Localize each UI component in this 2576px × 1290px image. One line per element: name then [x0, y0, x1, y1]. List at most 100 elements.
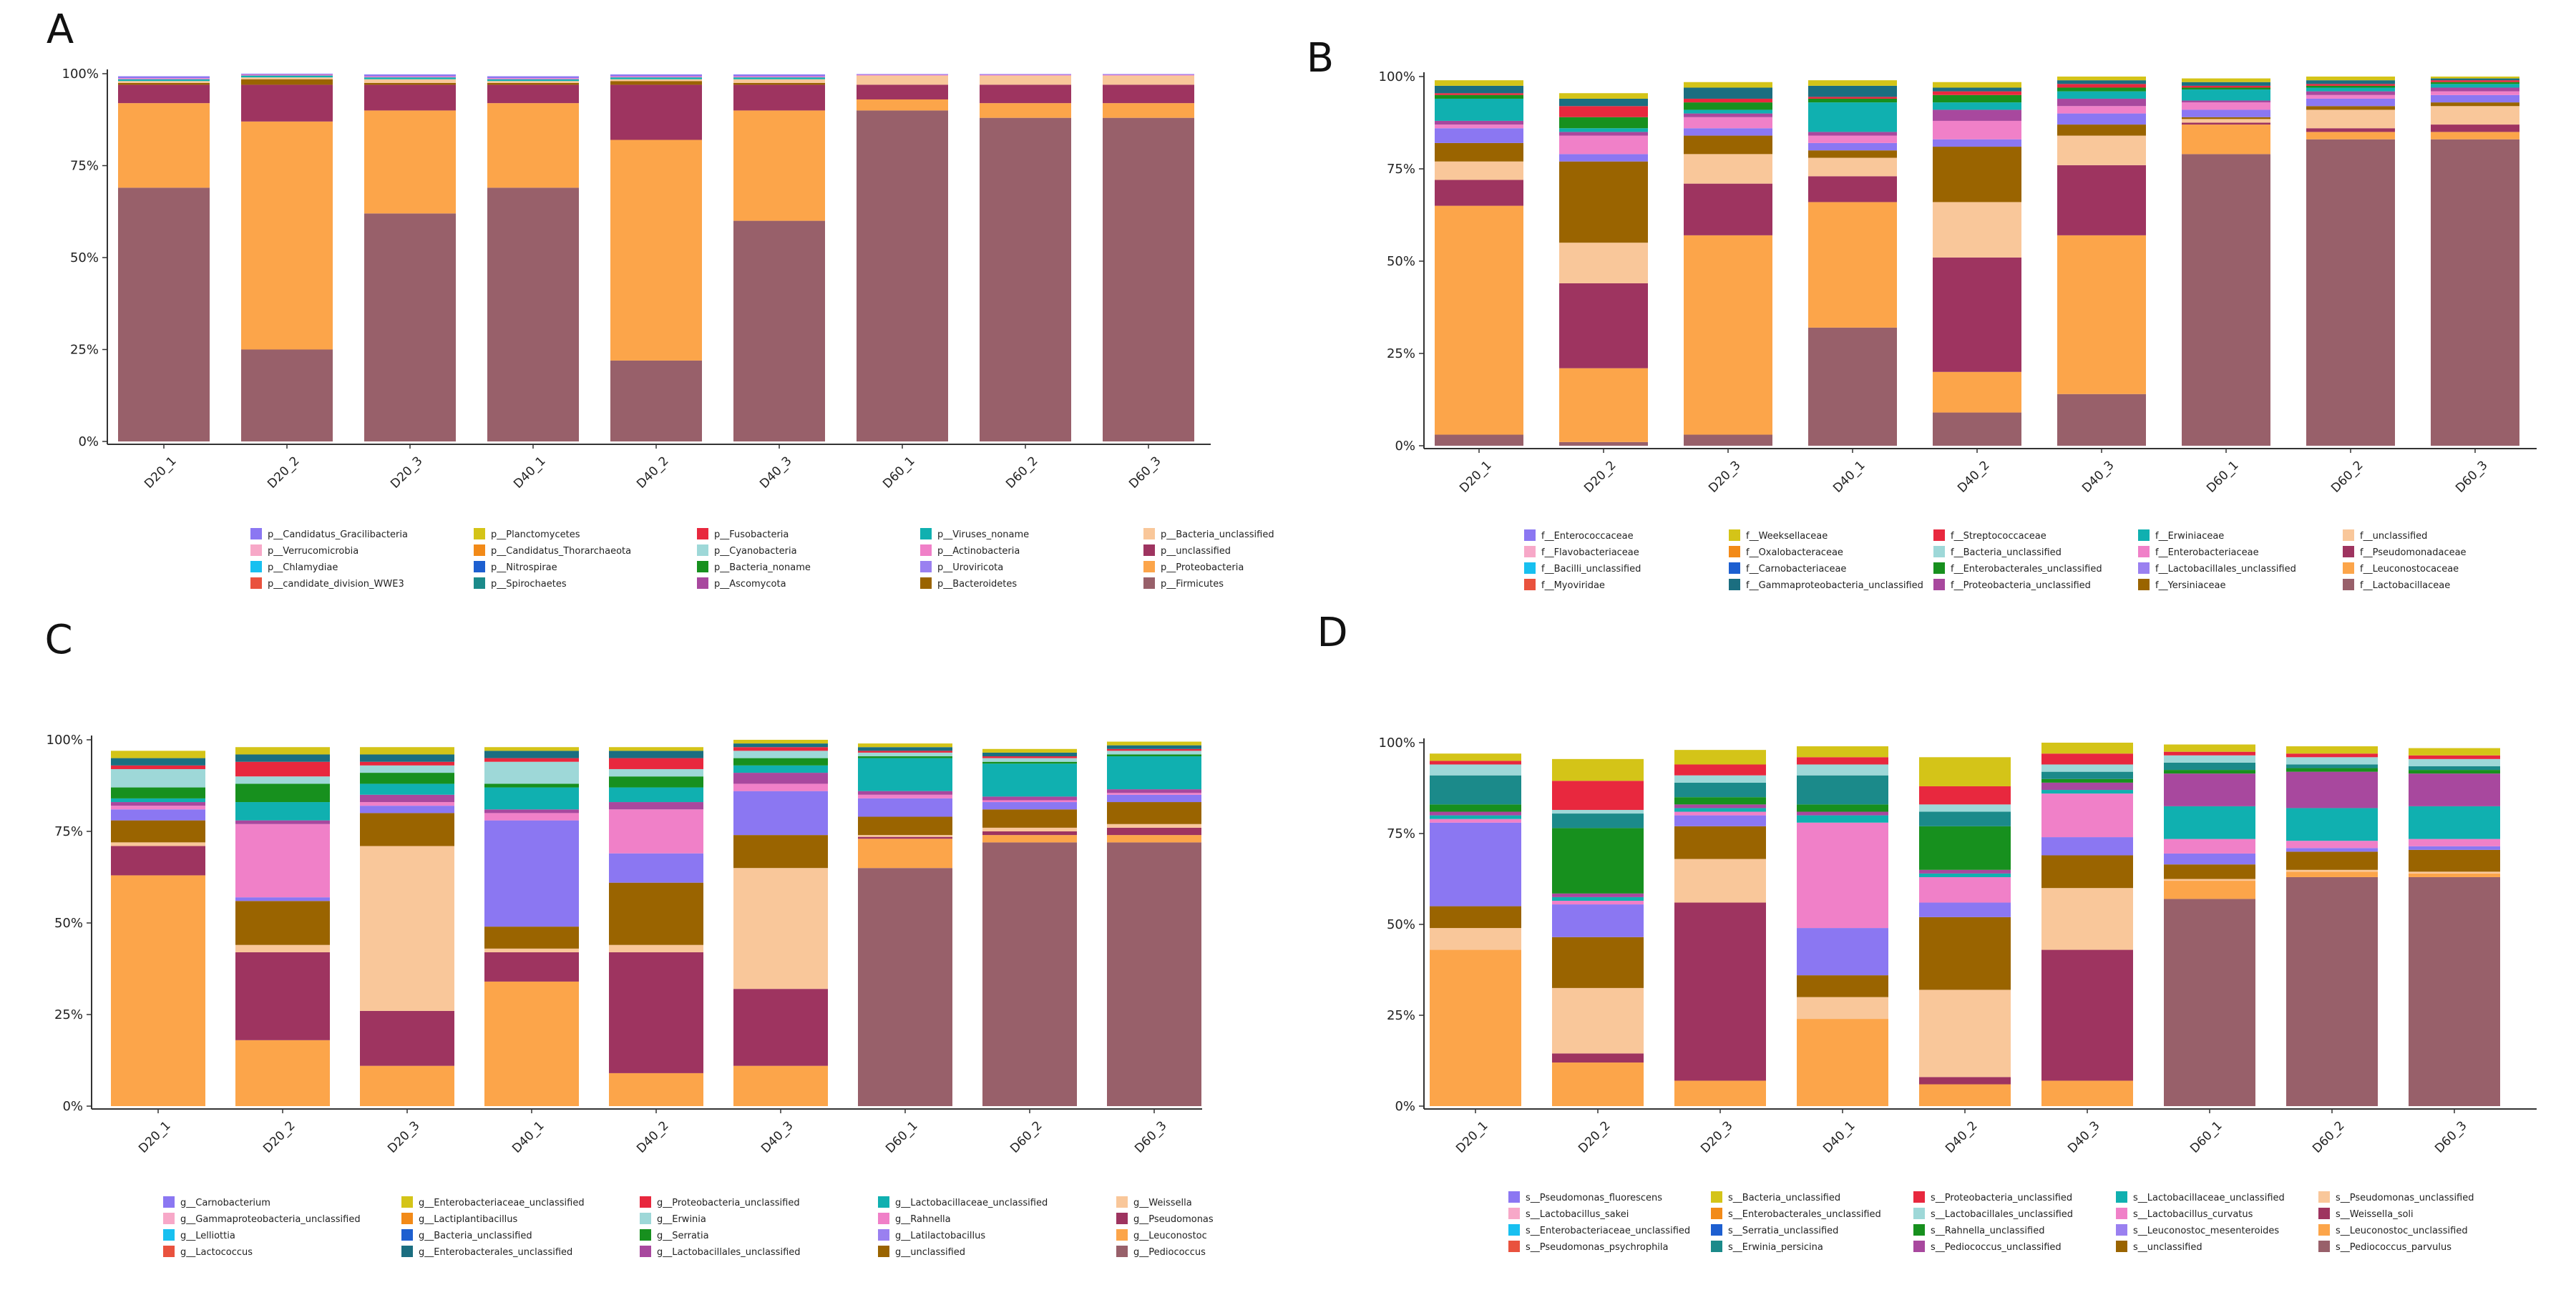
x-tick-label: D60_2 [2328, 458, 2366, 495]
bar-segment-d60_2-s__pseudomonas_unclassified [2286, 869, 2378, 872]
bar-segment-d20_1-s__unclassified [1430, 906, 1521, 929]
bar-segment-d60_3-g__lactobacillales_unclassified [1107, 789, 1201, 793]
bar-segment-d60_1-f__enterobacterales_unclassified [2182, 87, 2270, 90]
bar-segment-d20_2-f__gammaproteobacteria_unclassified [1559, 98, 1648, 107]
bar-segment-d40_1-p__proteobacteria [487, 103, 579, 188]
legend-swatch [920, 528, 932, 539]
bar-segment-d20_3-g__lactobacillaceae_unclassified [360, 783, 454, 795]
bar-segment-d60_1-f__unclassified [2182, 119, 2270, 123]
bar-segment-d40_1-f__enterobacteriaceae [1808, 135, 1897, 143]
bar-segment-d40_3-g__weissella [733, 868, 828, 990]
bar-segment-d20_1-p__bacteria_unclassified [118, 81, 210, 83]
bar-segment-d20_2-s__lactobacillaceae_unclassified [1552, 896, 1644, 901]
bar-segment-d20_2-f__enterobacterales_unclassified [1559, 117, 1648, 129]
bar-segment-d20_3-s__pediococcus_unclassified [1674, 804, 1766, 808]
bar-segment-d60_3-f__proteobacteria_unclassified [2431, 87, 2519, 92]
bar-segment-d20_1-f__proteobacteria_unclassified [1435, 120, 1523, 125]
bar-segment-d40_2-g__proteobacteria_unclassified [609, 758, 703, 769]
legend-swatch [1116, 1229, 1128, 1241]
legend-label: p__unclassified [1161, 546, 1231, 557]
bar-segment-d40_1-g__pseudomonas [484, 952, 579, 982]
legend-swatch [1508, 1208, 1520, 1219]
bar-segment-d40_2-p__bacteria_unclassified [610, 79, 702, 82]
bar-segment-d60_3-g__rahnella [1107, 793, 1201, 795]
legend-swatch [1116, 1213, 1128, 1224]
bar-segment-d20_3-s__rahnella_unclassified [1674, 797, 1766, 805]
legend-a: p__Candidatus_Gracilibacteria p__Verrucom… [250, 528, 1274, 590]
bar-segment-d40_3-g__serratia [733, 758, 828, 766]
bar-segment-d20_3-f__proteobacteria_unclassified [1684, 113, 1772, 117]
bar-segment-d20_3-f__pseudomonadaceae [1684, 183, 1772, 235]
bar-segment-d60_1-p__unclassified [857, 84, 948, 99]
x-tick-label: D60_1 [880, 454, 917, 491]
bar-segment-d20_3-f__enterobacteriaceae [1684, 117, 1772, 129]
bar-segment-d20_3-g__latilactobacillus [360, 806, 454, 813]
bar-segment-d60_3-g__serratia [1107, 754, 1201, 757]
legend-label: g__Carnobacterium [180, 1198, 270, 1208]
legend-swatch [1933, 579, 1945, 590]
y-tick-label: 25% [1387, 1008, 1415, 1023]
bar-segment-d40_2-g__latilactobacillus [609, 853, 703, 883]
bar-segment-d40_3-g__lactobacillales_unclassified [733, 773, 828, 784]
bar-segment-d60_2-p__proteobacteria [980, 103, 1071, 118]
y-tick-label: 75% [70, 159, 99, 174]
x-tick-label: D60_2 [1003, 454, 1040, 491]
legend-label: f__Flavobacteriaceae [1541, 547, 1639, 558]
bar-segment-d40_2-s__lactobacillaceae_unclassified [1919, 873, 2011, 877]
bar-segment-d60_2-p__firmicutes [980, 117, 1071, 441]
bar-segment-d60_3-f__streptococcaceae [2431, 80, 2519, 82]
bar-segment-d20_2-f__streptococcaceae [1559, 106, 1648, 117]
bar-segment-d20_1-s__lactobacillaceae_unclassified [1430, 815, 1521, 819]
bar-segment-d40_1-s__unclassified [1797, 975, 1888, 997]
y-tick-label: 50% [1387, 254, 1415, 269]
bar-segment-d40_3-f__leuconostocaceae [2057, 235, 2146, 394]
legend-label: p__Bacteria_noname [714, 562, 811, 573]
bar-segment-d20_3-f__lactobacillaceae [1684, 434, 1772, 446]
bar-segment-d20_1-s__rahnella_unclassified [1430, 804, 1521, 812]
bar-segment-d20_1-f__pseudomonadaceae [1435, 180, 1523, 206]
bar-segment-d60_2-s__erwinia_persicina [2286, 764, 2378, 768]
legend-label: s__Bacteria_unclassified [1728, 1193, 1840, 1203]
x-tick-label: D40_1 [1820, 1118, 1858, 1155]
bar-segment-d20_3-s__lactobacillaceae_unclassified [1674, 808, 1766, 812]
legend-swatch [1524, 529, 1536, 541]
y-tick-label: 75% [1387, 162, 1415, 177]
bar-segment-d60_1-s__proteobacteria_unclassified [2164, 751, 2255, 756]
bar-segment-d20_1-p__candidatus_gracilibacteria [118, 76, 210, 79]
bar-segment-d20_2-p__actinobacteria [241, 74, 333, 76]
bar-segment-d40_1-s__erwinia_persicina [1797, 775, 1888, 805]
legend-swatch [1711, 1224, 1722, 1236]
bar-segment-d60_3-f__lactobacillales_unclassified [2431, 94, 2519, 103]
bar-segment-d60_3-g__erwinia [1107, 751, 1201, 755]
legend-swatch [2116, 1241, 2127, 1252]
bar-segment-d20_1-f__gammaproteobacteria_unclassified [1435, 85, 1523, 94]
bar-segment-d40_3-g__enterobacterales_unclassified [733, 743, 828, 748]
x-tick-label: D40_3 [758, 1118, 796, 1155]
bar-segment-d20_2-s__pseudomonas_unclassified [1552, 987, 1644, 1054]
bar-segment-d60_3-p__bacteria_unclassified [1103, 75, 1194, 85]
bar-segment-d60_1-g__latilactobacillus [858, 798, 952, 817]
bar-segment-d20_3-g__enterobacterales_unclassified [360, 754, 454, 762]
bar-segment-d20_1-p__actinobacteria [118, 78, 210, 79]
bar-segment-d20_1-s__leuconostoc_unclassified [1430, 949, 1521, 1106]
bar-segment-d40_3-p__viruses_noname [733, 77, 825, 79]
bar-segment-d20_1-f__enterobacteriaceae [1435, 124, 1523, 129]
bar-segment-d60_1-g__pseudomonas [858, 836, 952, 839]
y-tick-label: 0% [1395, 1099, 1415, 1114]
panel-label-c: C [44, 617, 72, 663]
legend-swatch [1729, 529, 1740, 541]
bar-segment-d40_2-s__unclassified [1919, 917, 2011, 990]
x-tick-label: D40_3 [757, 454, 794, 491]
bar-segment-d20_3-f__streptococcaceae [1684, 98, 1772, 103]
legend-swatch [401, 1246, 413, 1257]
bar-segment-d60_3-s__erwinia_persicina [2409, 766, 2500, 771]
bar-segment-d40_2-p__firmicutes [610, 360, 702, 441]
legend-label: s__Pseudomonas_psychrophila [1526, 1242, 1669, 1253]
legend-swatch [2116, 1224, 2127, 1236]
legend-swatch [2138, 579, 2150, 590]
bar-segment-d60_1-f__gammaproteobacteria_unclassified [2182, 82, 2270, 86]
bar-segment-d40_2-p__bacteroidetes [610, 81, 702, 85]
bar-segment-d20_2-f__yersiniaceae [1559, 161, 1648, 243]
bar-segment-d60_1-g__pediococcus [858, 868, 952, 1106]
bar-segment-d60_2-s__pediococcus_unclassified [2286, 771, 2378, 808]
